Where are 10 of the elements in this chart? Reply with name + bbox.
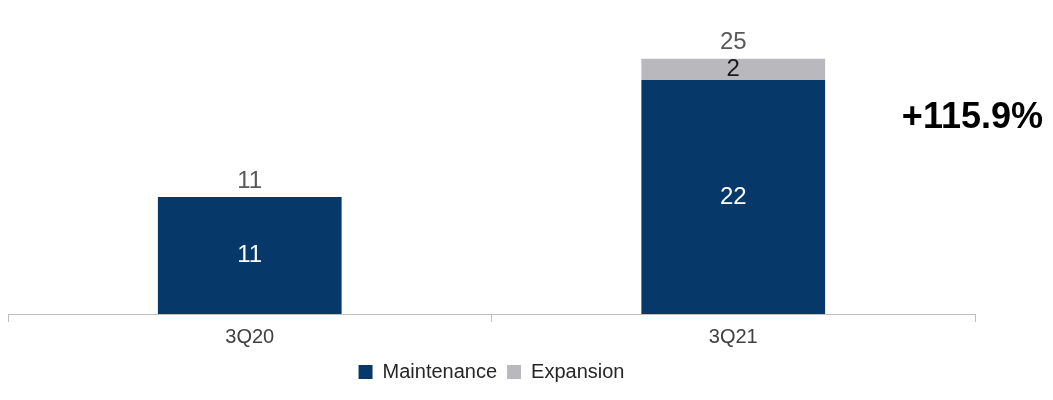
- total-label: 11: [237, 165, 263, 193]
- x-tick-label: 3Q20: [225, 324, 275, 347]
- legend-label: Expansion: [531, 359, 625, 382]
- total-label: 25: [719, 27, 747, 55]
- data-label: 22: [719, 181, 747, 209]
- legend-label: Maintenance: [382, 359, 498, 382]
- annotation: +115.9%: [901, 94, 1043, 136]
- data-label: 11: [237, 240, 263, 268]
- x-tick-label: 3Q21: [708, 324, 758, 347]
- data-label: 2: [726, 53, 740, 81]
